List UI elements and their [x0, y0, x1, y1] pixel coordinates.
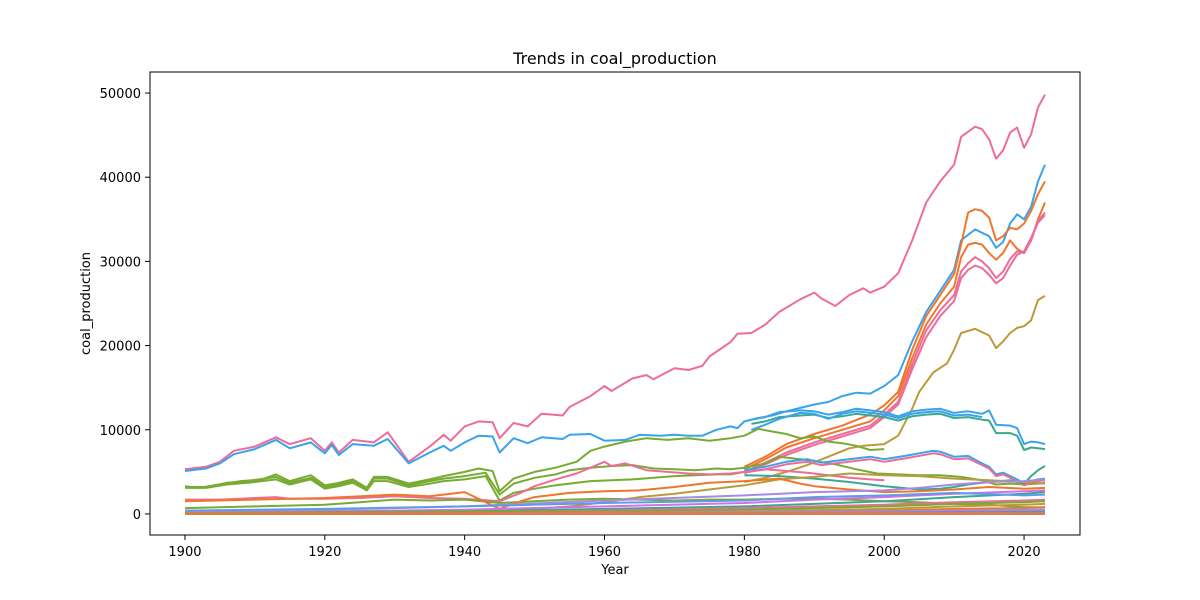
series-line-24 [184, 491, 1046, 512]
series-line-26 [184, 500, 1046, 515]
x-tick-label: 1920 [308, 545, 341, 560]
series-line-17 [744, 465, 1046, 491]
y-axis-title: coal_production [79, 252, 94, 355]
x-tick-label: 2000 [868, 545, 901, 560]
series-line-11 [184, 427, 885, 493]
series-line-3 [743, 180, 1046, 468]
y-tick-label: 50000 [100, 87, 141, 102]
series-line-5 [743, 211, 1046, 473]
y-tick-label: 10000 [100, 424, 141, 439]
x-axis: 1900 1920 1940 1960 1980 2000 2020 [168, 535, 1041, 560]
x-tick-label: 1900 [168, 545, 201, 560]
series-line-7 [744, 295, 1046, 483]
series-line-6 [743, 214, 1046, 475]
y-tick-label: 20000 [100, 340, 141, 355]
y-axis: 0 10000 20000 30000 40000 50000 [100, 87, 150, 523]
series-layer [184, 94, 1046, 515]
series-line-15 [744, 449, 1046, 485]
series-line-22 [184, 489, 1046, 514]
x-axis-title: Year [600, 563, 629, 578]
y-tick-label: 0 [133, 508, 141, 523]
series-line-20 [184, 477, 1046, 510]
chart-title: Trends in coal_production [512, 49, 717, 69]
series-line-8 [751, 407, 1046, 446]
series-line-13 [185, 470, 745, 502]
x-tick-label: 2020 [1008, 545, 1041, 560]
y-tick-label: 30000 [100, 255, 141, 270]
y-tick-label: 40000 [100, 171, 141, 186]
series-line-10 [751, 410, 983, 431]
series-line-1 [184, 94, 1046, 471]
plot-frame [149, 71, 1081, 536]
x-tick-label: 1960 [588, 545, 621, 560]
series-line-4 [743, 202, 1046, 471]
x-tick-label: 1940 [448, 545, 481, 560]
x-tick-label: 1980 [728, 545, 761, 560]
